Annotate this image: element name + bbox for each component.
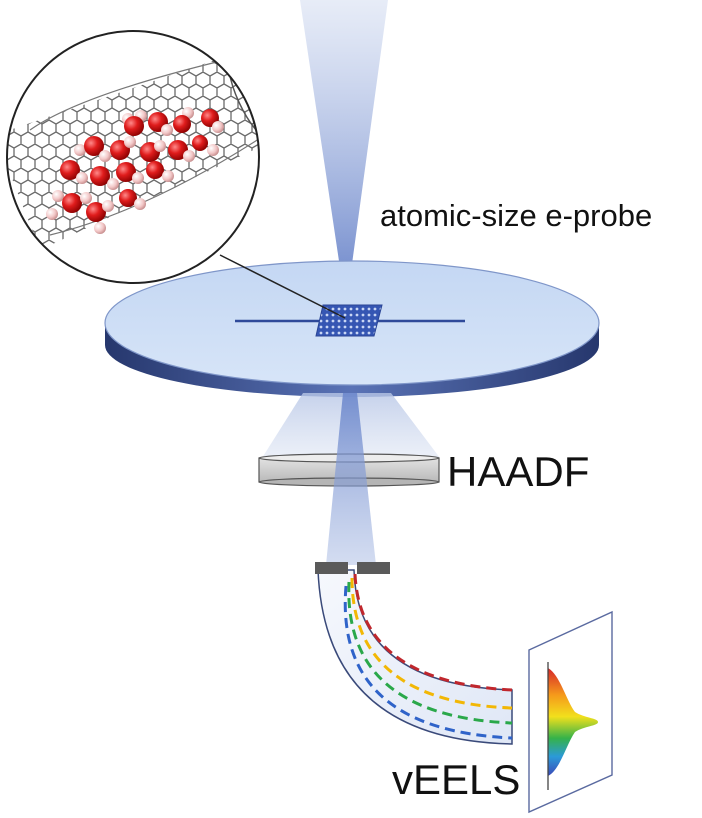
spectrum-panel (528, 610, 613, 814)
spectrometer (315, 562, 513, 745)
veels-label: vEELS (392, 756, 521, 803)
probe-label: atomic-size e-probe (380, 198, 653, 233)
haadf-label: HAADF (447, 448, 590, 495)
inset-leader-line (219, 254, 346, 319)
sample-grid-icon (315, 304, 383, 337)
aperture-left (315, 562, 348, 574)
spectrum-gradient-icon (548, 668, 598, 776)
path-yellow (350, 577, 513, 710)
path-blue (343, 585, 513, 740)
zoom-inset (6, 30, 260, 284)
path-red (353, 573, 513, 692)
path-green (347, 581, 513, 725)
incoming-beam (300, 0, 388, 308)
sample-disk (104, 260, 600, 397)
aperture-right (357, 562, 390, 574)
transmitted-beam (326, 393, 376, 565)
water-molecule-icon (46, 107, 224, 234)
